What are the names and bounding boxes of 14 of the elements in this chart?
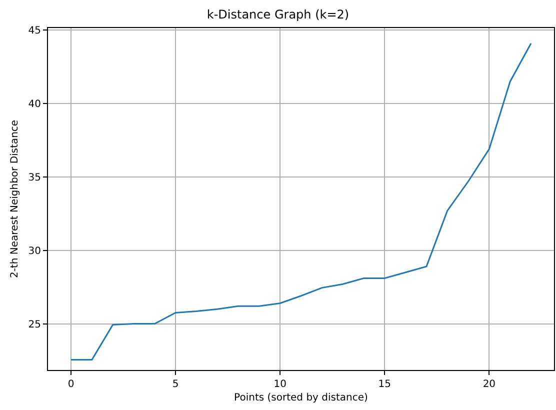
chart-title: k-Distance Graph (k=2): [206, 8, 350, 22]
y-tick-label: 30: [28, 246, 41, 257]
y-tick-label: 35: [28, 172, 41, 184]
y-tick-label: 25: [28, 319, 41, 330]
x-tick-label: 20: [482, 379, 496, 390]
y-tick-label: 40: [28, 99, 41, 110]
line-series: [70, 42, 532, 360]
x-tick-label: 15: [378, 379, 392, 390]
x-axis-title: Points (sorted by distance): [234, 392, 368, 404]
x-tick-label: 10: [274, 379, 286, 390]
x-tick-label: 5: [172, 379, 179, 390]
y-axis-title: 2-th Nearest Neighbor Distance: [9, 120, 20, 278]
x-tick-label: 0: [68, 379, 74, 390]
y-tick-label: 45: [28, 26, 41, 37]
